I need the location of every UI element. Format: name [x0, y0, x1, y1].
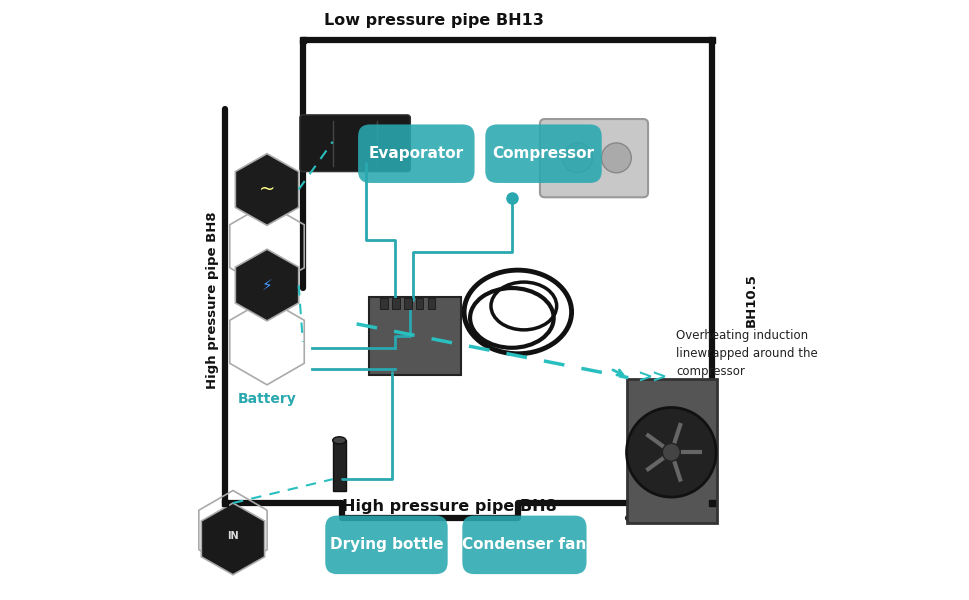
Text: High pressure pipe BH8: High pressure pipe BH8 — [206, 211, 219, 389]
Text: ~: ~ — [259, 180, 275, 199]
Text: Compressor: Compressor — [492, 146, 594, 161]
FancyBboxPatch shape — [462, 515, 586, 574]
Text: Low pressure pipe BH13: Low pressure pipe BH13 — [324, 13, 544, 28]
Circle shape — [601, 143, 631, 173]
FancyBboxPatch shape — [358, 124, 474, 183]
Polygon shape — [235, 249, 298, 321]
Text: Battery: Battery — [237, 392, 297, 406]
Text: Condenser fan: Condenser fan — [462, 538, 586, 553]
Bar — [392, 298, 399, 309]
Polygon shape — [202, 503, 265, 575]
FancyBboxPatch shape — [299, 115, 410, 172]
Text: Drying bottle: Drying bottle — [329, 538, 443, 553]
Bar — [332, 440, 346, 491]
FancyBboxPatch shape — [368, 297, 460, 374]
Text: >>: >> — [637, 368, 667, 386]
Bar — [416, 298, 423, 309]
Text: Overheating induction
linewrapped around the
compressor: Overheating induction linewrapped around… — [675, 329, 817, 378]
Bar — [404, 298, 411, 309]
Circle shape — [562, 143, 592, 173]
FancyBboxPatch shape — [626, 379, 716, 523]
Ellipse shape — [332, 437, 346, 444]
Bar — [380, 298, 388, 309]
Bar — [428, 298, 435, 309]
Text: ⚡: ⚡ — [262, 278, 272, 293]
Circle shape — [626, 407, 715, 497]
Text: IN: IN — [227, 531, 238, 541]
Text: BH10.5: BH10.5 — [744, 273, 757, 327]
FancyBboxPatch shape — [325, 515, 448, 574]
Polygon shape — [235, 154, 298, 226]
Text: High pressure pipe BH8: High pressure pipe BH8 — [341, 499, 556, 514]
Text: Evaporator: Evaporator — [368, 146, 463, 161]
FancyBboxPatch shape — [540, 119, 647, 197]
FancyBboxPatch shape — [484, 124, 601, 183]
Circle shape — [662, 443, 679, 461]
